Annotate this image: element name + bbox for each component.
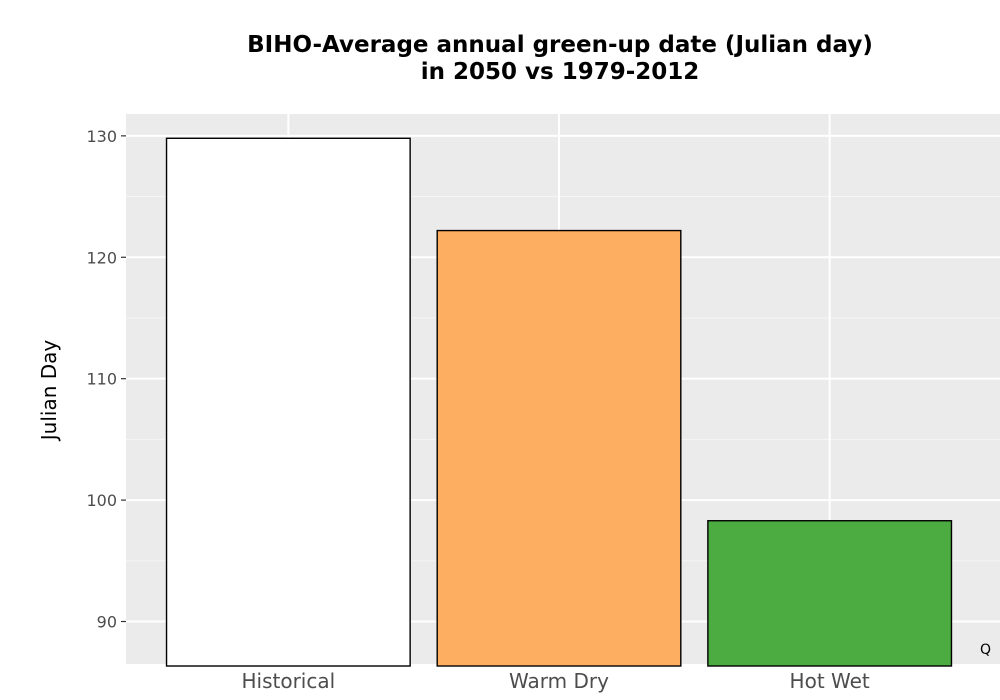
- bars: [165, 137, 953, 667]
- x-tick-label: Hot Wet: [790, 669, 870, 693]
- y-tick-label: 90: [97, 613, 117, 632]
- bar-hot-wet: [707, 520, 953, 667]
- y-tick-label: 120: [86, 248, 117, 267]
- y-axis-title: Julian Day: [37, 340, 61, 443]
- y-tick-label: 110: [86, 370, 117, 389]
- y-axis: 90 100 110 120 130: [86, 127, 126, 632]
- bar-warm-dry: [436, 229, 682, 667]
- bar-historical: [165, 137, 411, 667]
- x-tick-label: Warm Dry: [509, 669, 609, 693]
- corner-mark: Q: [980, 642, 991, 658]
- chart-title: BIHO-Average annual green-up date (Julia…: [120, 32, 1000, 86]
- chart-title-line-2: in 2050 vs 1979-2012: [420, 59, 700, 85]
- chart-title-line-1: BIHO-Average annual green-up date (Julia…: [247, 32, 873, 58]
- x-tick-label: Historical: [241, 669, 335, 693]
- y-tick-label: 100: [86, 491, 117, 510]
- x-axis: Historical Warm Dry Hot Wet: [241, 669, 869, 693]
- y-tick-label: 130: [86, 127, 117, 146]
